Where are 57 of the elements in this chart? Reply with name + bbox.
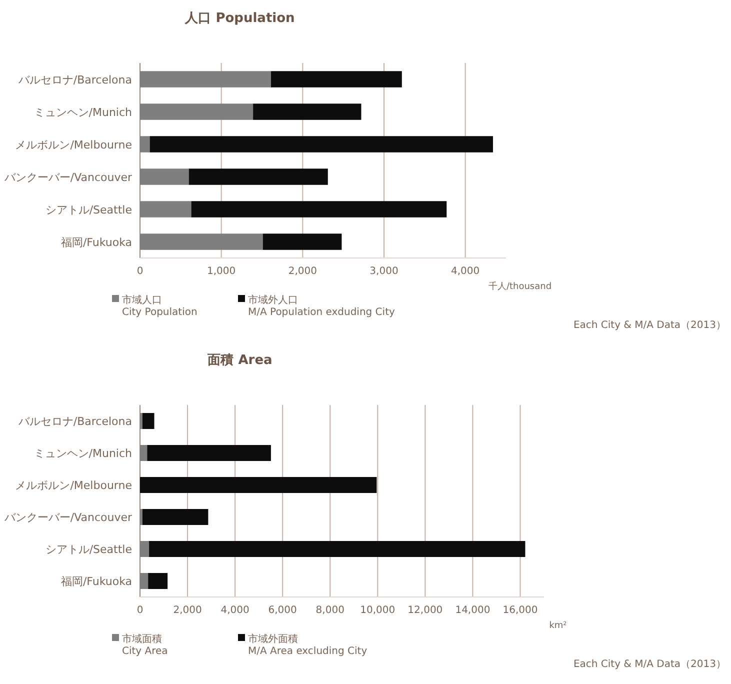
bar — [140, 541, 150, 557]
text: Each City & M/A Data（2013） — [573, 659, 726, 670]
x-tick-label: 2,000 — [288, 266, 317, 277]
x-tick-label: 3,000 — [370, 266, 398, 277]
x-tick-label: 4,000 — [451, 266, 480, 277]
y-tick-label: ミュンヘン/Munich — [34, 106, 132, 119]
bar — [270, 71, 402, 88]
x-axis-title: 千人/thousand — [488, 281, 552, 292]
x-tick-label: 14,000 — [455, 605, 490, 616]
chart-title: 面積 Area — [206, 353, 272, 368]
y-tick-label: バルセロナ/Barcelona — [17, 415, 132, 428]
text: Each City & M/A Data（2013） — [573, 320, 726, 331]
x-tick-label: 1,000 — [207, 266, 236, 277]
legend-label: 市域人口 City Population — [122, 294, 198, 318]
bar — [149, 541, 526, 557]
bar — [140, 445, 148, 461]
bar — [140, 234, 263, 250]
y-tick-label: メルボルン/Melbourne — [15, 479, 132, 492]
x-tick-label: 10,000 — [360, 605, 396, 616]
bar — [147, 445, 271, 461]
bar — [262, 234, 342, 250]
bar — [140, 104, 254, 120]
bar — [140, 477, 377, 493]
bar — [188, 168, 328, 185]
y-tick-label: ミュンヘン/Munich — [34, 447, 132, 460]
bar — [140, 168, 189, 185]
y-tick-label: バンクーバー/Vancouver — [3, 511, 132, 524]
bar — [140, 201, 192, 218]
bar — [140, 136, 150, 152]
y-tick-label: シアトル/Seattle — [45, 203, 132, 216]
x-tick-label: 4,000 — [220, 605, 250, 616]
bar — [140, 573, 148, 589]
bar — [253, 104, 362, 120]
bar — [150, 136, 493, 152]
y-tick-label: 福岡/Fukuoka — [60, 236, 132, 249]
y-tick-label: バルセロナ/Barcelona — [17, 73, 132, 86]
x-tick-label: 0 — [136, 605, 144, 616]
bar — [142, 413, 154, 429]
x-tick-label: 12,000 — [408, 605, 443, 616]
bar — [140, 71, 271, 88]
x-tick-label: 16,000 — [502, 605, 538, 616]
y-tick-label: メルボルン/Melbourne — [15, 138, 132, 152]
x-tick-label: 2,000 — [173, 605, 202, 616]
legend-label: 市域面積 City Area — [122, 633, 168, 657]
bar — [142, 509, 208, 525]
x-tick-label: 6,000 — [268, 605, 297, 616]
bar — [148, 573, 168, 589]
legend-label: 市域外人口 M/A Population exduding City — [248, 294, 395, 318]
legend-label: 市域外面積 M/A Area excluding City — [248, 633, 368, 657]
y-tick-label: バンクーバー/Vancouver — [3, 170, 132, 184]
chart-title: 人口 Population — [184, 11, 295, 26]
x-axis-title: km² — [549, 621, 568, 631]
bar — [191, 201, 447, 218]
x-tick-label: 0 — [136, 266, 144, 277]
y-tick-label: 福岡/Fukuoka — [60, 575, 132, 588]
y-tick-label: シアトル/Seattle — [45, 543, 132, 556]
x-tick-label: 8,000 — [316, 605, 344, 616]
